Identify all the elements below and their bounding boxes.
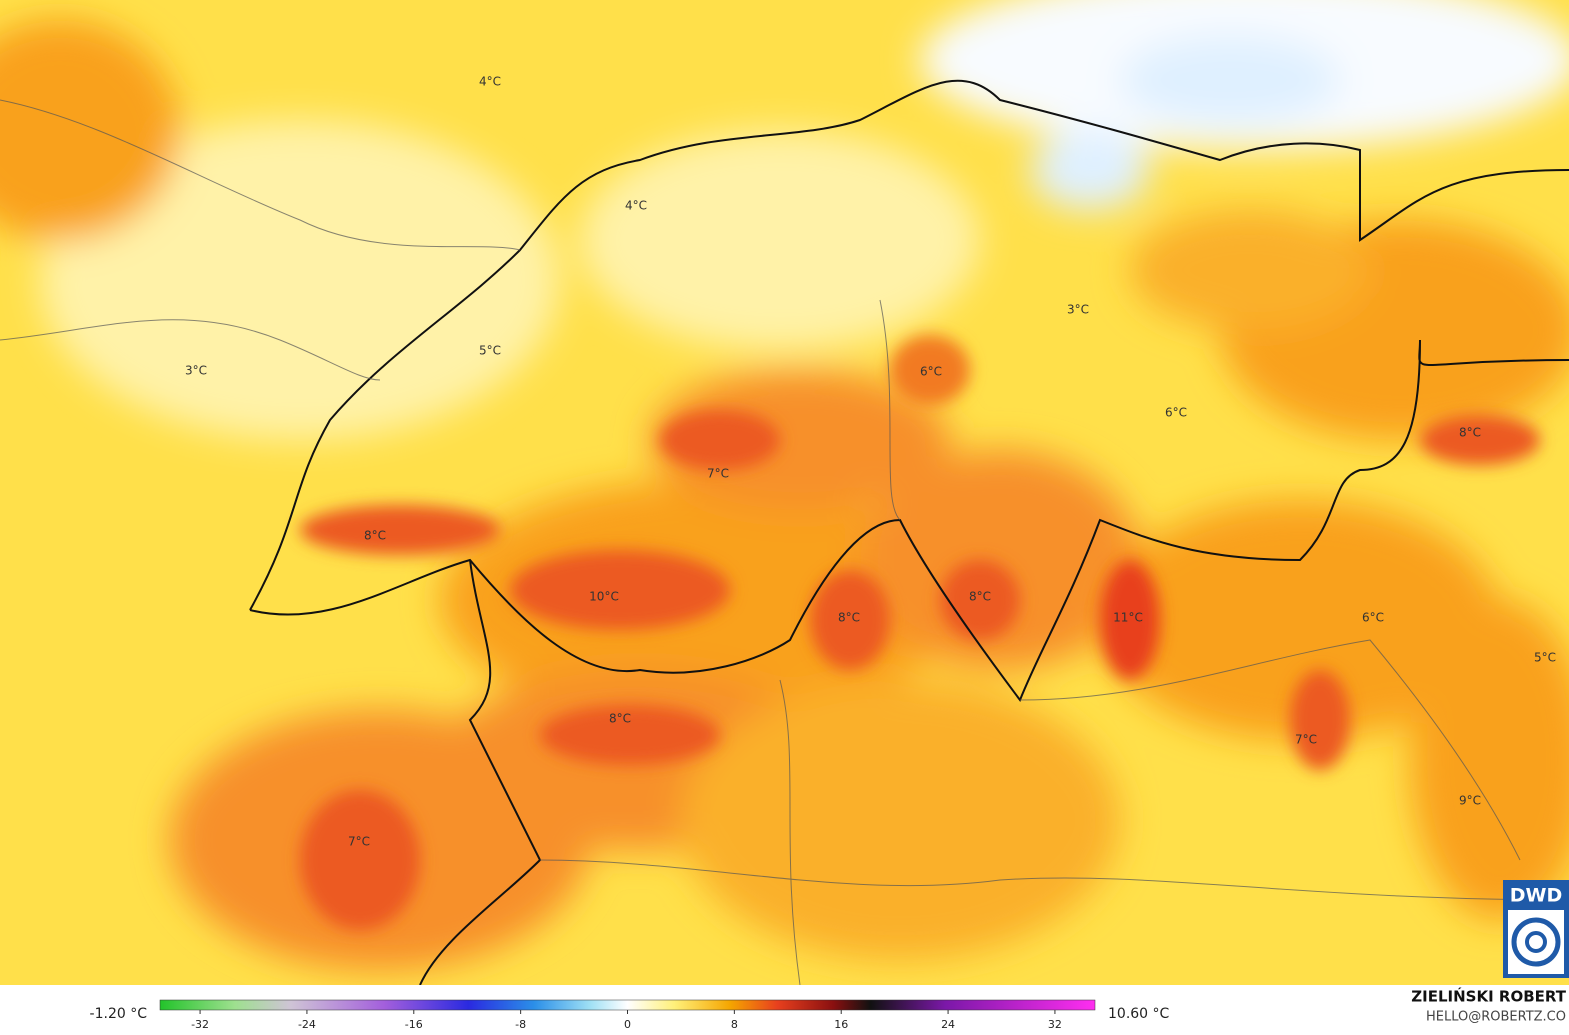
temperature-label: 4°C xyxy=(625,199,647,213)
temperature-label: 8°C xyxy=(1459,426,1481,440)
temperature-label: 8°C xyxy=(838,611,860,625)
colorbar-tick-label: -8 xyxy=(515,1018,526,1031)
temperature-label: 11°C xyxy=(1113,611,1143,625)
colorbar-tick-label: 16 xyxy=(834,1018,848,1031)
temperature-label: 3°C xyxy=(1067,303,1089,317)
author: ZIELIŃSKI ROBERT xyxy=(1411,987,1566,1006)
colorbar-tick-label: -16 xyxy=(405,1018,423,1031)
temperature-label: 6°C xyxy=(1362,611,1384,625)
temperature-label: 5°C xyxy=(1534,651,1556,665)
temperature-labels: 4°C 4°C 3°C 5°C 3°C 6°C 6°C 8°C 7°C 8°C 10°C 8°C 8°C… xyxy=(185,75,1556,849)
colorbar-tick-label: 8 xyxy=(731,1018,738,1031)
colorbar-tick-label: -24 xyxy=(298,1018,316,1031)
logo-text: DWD xyxy=(1510,885,1563,907)
temperature-label: 7°C xyxy=(707,467,729,481)
colorbar-tick-label: 24 xyxy=(941,1018,955,1031)
temperature-label: 9°C xyxy=(1459,794,1481,808)
temperature-label: 7°C xyxy=(348,835,370,849)
colorbar-tick-label: 32 xyxy=(1048,1018,1062,1031)
colorbar-tick-label: -32 xyxy=(191,1018,209,1031)
temperature-label: 8°C xyxy=(969,590,991,604)
color-legend: -1.20 °C 10.60 °C -32 -24 -16 -8 0 8 16 24 32 xyxy=(90,999,1170,1031)
min-label: -1.20 °C xyxy=(90,1006,148,1022)
temperature-label: 8°C xyxy=(609,712,631,726)
map: 4°C 4°C 3°C 5°C 3°C 6°C 6°C 8°C 7°C 8°C 10°C 8°C 8°C… xyxy=(0,0,1569,985)
temperature-label: 4°C xyxy=(479,75,501,89)
temperature-label: 5°C xyxy=(479,344,501,358)
temperature-label: 6°C xyxy=(1165,406,1187,420)
temperature-label: 3°C xyxy=(185,364,207,378)
temperature-label: 10°C xyxy=(589,590,619,604)
max-label: 10.60 °C xyxy=(1108,1006,1170,1022)
colorbar-tick-label: 0 xyxy=(624,1018,631,1031)
colorbar xyxy=(159,999,1096,1011)
temperature-label: 6°C xyxy=(920,365,942,379)
temperature-label: 7°C xyxy=(1295,733,1317,747)
contact: HELLO@ROBERTZ.CO xyxy=(1426,1010,1566,1025)
dwd-logo: DWD xyxy=(1503,880,1569,978)
temperature-label: 8°C xyxy=(364,529,386,543)
